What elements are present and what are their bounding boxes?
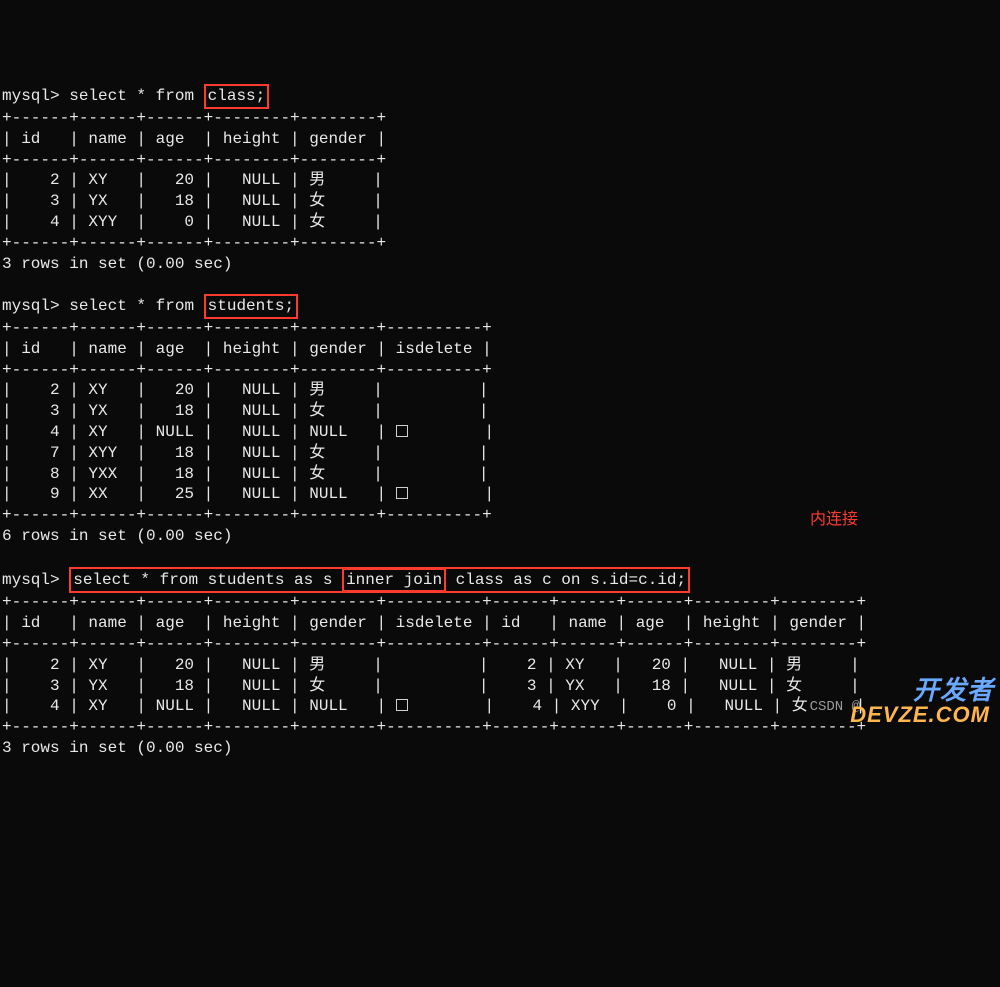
table1-border: +------+------+------+--------+--------+ [2, 234, 386, 252]
watermark-en: DEVZE.COM [850, 701, 990, 730]
table1-row: | 4 | XYY | 0 | NULL | 女 | [2, 213, 383, 231]
table1-border: +------+------+------+--------+--------+ [2, 151, 386, 169]
highlight-full-query: select * from students as s inner join c… [69, 567, 690, 594]
table1-row: | 2 | XY | 20 | NULL | 男 | [2, 171, 383, 189]
table1-header: | id | name | age | height | gender | [2, 130, 386, 148]
table3-border: +------+------+------+--------+--------+… [2, 635, 866, 653]
checkbox-icon [396, 487, 408, 499]
table3-border: +------+------+------+--------+--------+… [2, 593, 866, 611]
query-2: select * from students; [69, 297, 298, 315]
table3-footer: 3 rows in set (0.00 sec) [2, 739, 232, 757]
table3-row: | 4 | XY | NULL | NULL | NULL | | 4 | XY… [2, 697, 865, 715]
table1-footer: 3 rows in set (0.00 sec) [2, 255, 232, 273]
prompt: mysql> [2, 571, 69, 589]
table2-header: | id | name | age | height | gender | is… [2, 340, 492, 358]
prompt: mysql> [2, 87, 69, 105]
highlight-students: students; [204, 294, 298, 319]
table3-header: | id | name | age | height | gender | is… [2, 614, 866, 632]
checkbox-icon [396, 425, 408, 437]
table2-border: +------+------+------+--------+--------+… [2, 506, 492, 524]
table1-border: +------+------+------+--------+--------+ [2, 109, 386, 127]
query-1: select * from class; [69, 87, 269, 105]
highlight-class: class; [204, 84, 270, 109]
annotation-inner-join: 内连接 [810, 510, 858, 531]
table2-row: | 2 | XY | 20 | NULL | 男 | | [2, 381, 488, 399]
table2-row: | 3 | YX | 18 | NULL | 女 | | [2, 402, 488, 420]
table2-border: +------+------+------+--------+--------+… [2, 319, 492, 337]
table2-border: +------+------+------+--------+--------+… [2, 361, 492, 379]
table2-row: | 8 | YXX | 18 | NULL | 女 | | [2, 465, 488, 483]
table2-footer: 6 rows in set (0.00 sec) [2, 527, 232, 545]
table2-row: | 9 | XX | 25 | NULL | NULL | | [2, 485, 494, 503]
table3-border: +------+------+------+--------+--------+… [2, 718, 866, 736]
prompt: mysql> [2, 297, 69, 315]
table1-row: | 3 | YX | 18 | NULL | 女 | [2, 192, 383, 210]
table3-row: | 2 | XY | 20 | NULL | 男 | | 2 | XY | 20… [2, 656, 860, 674]
highlight-inner-join: inner join [342, 568, 446, 593]
table2-row: | 4 | XY | NULL | NULL | NULL | | [2, 423, 494, 441]
table3-row: | 3 | YX | 18 | NULL | 女 | | 3 | YX | 18… [2, 677, 860, 695]
terminal-output: mysql> select * from class; +------+----… [0, 83, 1000, 759]
table2-row: | 7 | XYY | 18 | NULL | 女 | | [2, 444, 488, 462]
checkbox-icon [396, 699, 408, 711]
